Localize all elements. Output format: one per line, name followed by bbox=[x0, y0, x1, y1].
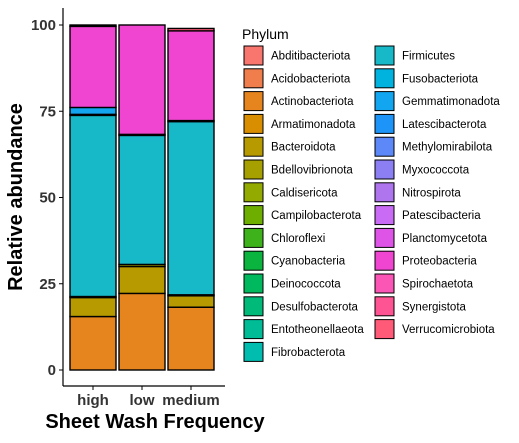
legend-label: Latescibacterota bbox=[402, 119, 487, 131]
legend-label: Firmicutes bbox=[402, 51, 455, 63]
legend-label: Patescibacteria bbox=[402, 210, 481, 222]
legend-label: Desulfobacterota bbox=[271, 301, 359, 313]
legend-key bbox=[374, 296, 395, 317]
legend-label: Spirochaetota bbox=[402, 279, 474, 291]
legend-key bbox=[243, 341, 264, 362]
legend-key bbox=[374, 136, 395, 157]
y-tick-label: 75 bbox=[39, 103, 56, 120]
legend-label: Bdellovibrionota bbox=[271, 165, 353, 177]
x-tick-label: low bbox=[130, 392, 155, 409]
legend-key bbox=[243, 227, 264, 248]
bar-segment bbox=[118, 265, 166, 295]
legend-key bbox=[243, 91, 264, 112]
legend-key bbox=[243, 273, 264, 294]
legend-label: Cyanobacteria bbox=[271, 256, 346, 268]
legend-label: Myxococcota bbox=[402, 165, 470, 177]
bar-segment bbox=[167, 295, 215, 308]
legend-key bbox=[374, 250, 395, 271]
legend-label: Gemmatimonadota bbox=[402, 96, 500, 108]
y-axis-title: Relative abundance bbox=[5, 103, 27, 291]
bar-segment bbox=[167, 306, 215, 371]
legend-key bbox=[243, 136, 264, 157]
bar-segment bbox=[167, 30, 215, 122]
legend-label: Bacteroidota bbox=[271, 142, 336, 154]
bar-segment bbox=[118, 292, 166, 371]
legend-label: Nitrospirota bbox=[402, 187, 461, 199]
legend-key bbox=[374, 113, 395, 134]
legend-label: Fibrobacterota bbox=[271, 347, 346, 359]
legend-label: Acidobacteriota bbox=[271, 73, 351, 85]
legend-key bbox=[374, 273, 395, 294]
bar-segment bbox=[118, 134, 166, 266]
legend-label: Caldisericota bbox=[271, 187, 338, 199]
bar-segment bbox=[167, 120, 215, 296]
bar-segment bbox=[69, 114, 117, 298]
y-tick-label: 25 bbox=[39, 276, 56, 293]
legend-label: Campilobacterota bbox=[271, 210, 362, 222]
legend-label: Planctomycetota bbox=[402, 233, 488, 245]
bar-segment bbox=[69, 296, 117, 318]
legend-key bbox=[243, 113, 264, 134]
x-tick-label: medium bbox=[162, 392, 220, 409]
legend-label: Deinococcota bbox=[271, 279, 341, 291]
legend-label: Chloroflexi bbox=[271, 233, 325, 245]
legend-key bbox=[374, 182, 395, 203]
y-tick-label: 0 bbox=[48, 362, 56, 379]
legend-label: Verrucomicrobiota bbox=[402, 324, 495, 336]
bar-segment bbox=[69, 24, 117, 28]
y-tick-label: 50 bbox=[39, 190, 56, 207]
bar-segment bbox=[69, 315, 117, 371]
legend-key bbox=[374, 205, 395, 226]
bar-segment bbox=[167, 27, 215, 32]
y-tick-label: 100 bbox=[31, 17, 56, 34]
plot-area bbox=[69, 24, 215, 371]
legend: Phylum Abditibacteriota Acidobacteriota Ac… bbox=[242, 26, 500, 362]
legend-key bbox=[243, 45, 264, 66]
legend-key bbox=[243, 205, 264, 226]
legend-key bbox=[374, 319, 395, 340]
legend-title: Phylum bbox=[242, 26, 289, 42]
bar-segment bbox=[118, 24, 166, 136]
x-axis-title: Sheet Wash Frequency bbox=[45, 411, 265, 433]
legend-label: Fusobacteriota bbox=[402, 73, 479, 85]
legend-key bbox=[374, 45, 395, 66]
legend-key bbox=[243, 182, 264, 203]
axes: high low medium 0 25 50 75 100 bbox=[31, 8, 225, 409]
legend-label: Actinobacteriota bbox=[271, 96, 354, 108]
legend-key bbox=[243, 68, 264, 89]
legend-label: Armatimonadota bbox=[271, 119, 356, 131]
legend-key bbox=[243, 319, 264, 340]
legend-label: Abditibacteriota bbox=[271, 51, 351, 63]
legend-key bbox=[374, 68, 395, 89]
legend-key bbox=[243, 296, 264, 317]
legend-key bbox=[243, 159, 264, 180]
legend-key bbox=[243, 250, 264, 271]
legend-label: Synergistota bbox=[402, 301, 467, 313]
legend-key bbox=[374, 91, 395, 112]
bar-segment bbox=[69, 106, 117, 116]
x-tick-label: high bbox=[77, 392, 109, 409]
legend-key bbox=[374, 159, 395, 180]
legend-label: Entotheonellaeota bbox=[271, 324, 364, 336]
legend-label: Proteobacteria bbox=[402, 256, 477, 268]
legend-key bbox=[374, 227, 395, 248]
legend-label: Methylomirabilota bbox=[402, 142, 493, 154]
bar-segment bbox=[69, 25, 117, 109]
